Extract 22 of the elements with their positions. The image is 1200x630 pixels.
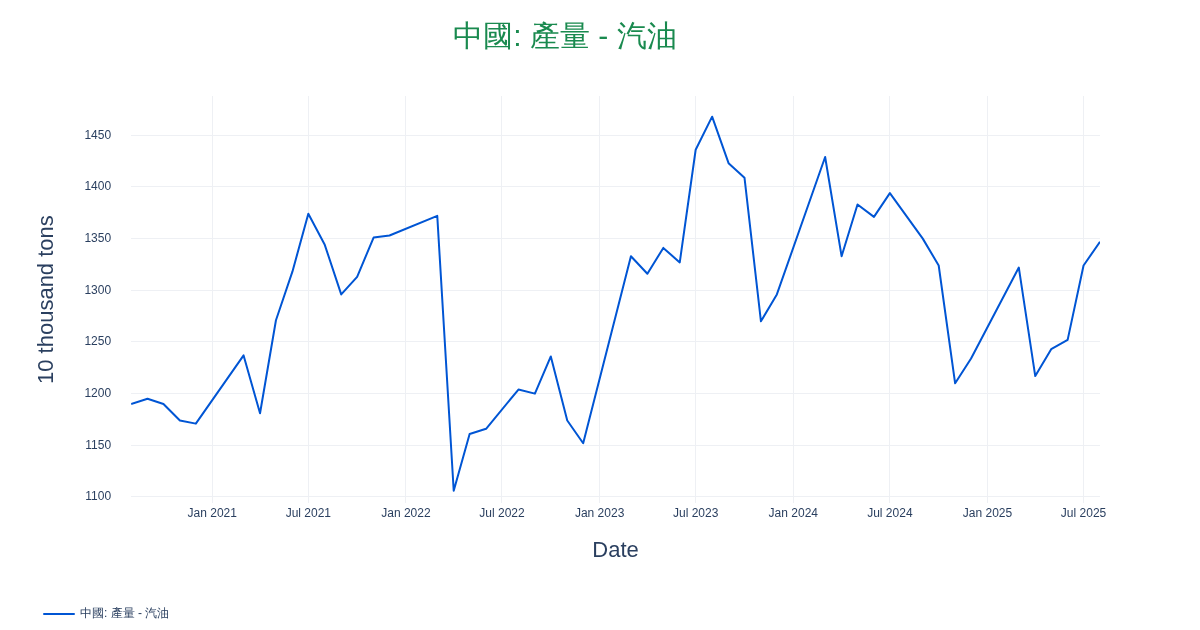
y-axis-title: 10 thousand tons — [33, 215, 59, 385]
y-tick-label: 1100 — [85, 489, 112, 504]
y-tick-label: 1400 — [84, 179, 112, 194]
x-tick-label: Jul 2022 — [479, 505, 525, 520]
y-tick-label: 1450 — [84, 127, 112, 142]
x-tick-label: Jul 2023 — [672, 505, 719, 520]
x-tick-label: Jul 2024 — [867, 505, 913, 520]
x-tick-label: Jan 2023 — [574, 505, 625, 520]
y-tick-label: 1350 — [84, 230, 112, 245]
y-tick-label: 1200 — [84, 385, 112, 400]
x-tick-label: Jul 2025 — [1060, 505, 1107, 520]
legend-label: 中國: 產量 - 汽油 — [80, 606, 170, 621]
x-tick-label: Jan 2025 — [962, 505, 1013, 520]
y-tick-label: 1250 — [84, 334, 112, 349]
x-tick-label: Jan 2024 — [768, 505, 819, 520]
x-tick-label: Jan 2022 — [381, 505, 431, 520]
x-axis-title: Date — [592, 536, 639, 562]
x-tick-label: Jan 2021 — [187, 505, 238, 520]
x-tick-label: Jul 2021 — [285, 505, 332, 520]
y-tick-label: 1150 — [85, 437, 112, 452]
y-tick-label: 1300 — [84, 282, 112, 297]
chart-title: 中國: 產量 - 汽油 — [453, 19, 677, 53]
